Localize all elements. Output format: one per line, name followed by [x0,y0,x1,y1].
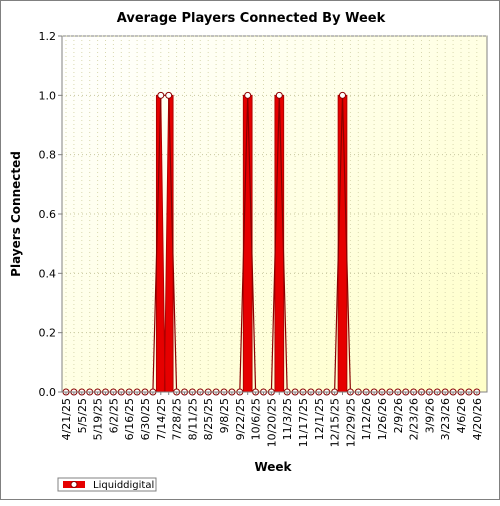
x-tick-label: 1/12/26 [360,398,373,440]
x-tick-label: 6/2/25 [107,398,120,433]
x-tick-label: 4/6/26 [455,398,468,433]
x-tick-label: 4/20/26 [471,398,484,440]
y-tick-label: 1.0 [39,89,57,102]
x-tick-label: 10/20/25 [265,398,278,447]
x-tick-label: 3/23/26 [439,398,452,440]
data-point [339,91,346,99]
x-tick-label: 8/11/25 [186,398,199,440]
x-tick-label: 2/9/26 [392,398,405,433]
y-tick-label: 0.2 [39,327,57,340]
x-tick-label: 5/5/25 [76,398,89,433]
x-tick-label: 8/25/25 [202,398,215,440]
y-axis: 0.0 0.2 0.4 0.6 0.8 1.0 1.2 [39,30,63,399]
x-tick-label: 12/15/25 [329,398,342,447]
data-point [244,91,252,99]
y-tick-label: 0.6 [39,208,57,221]
data-point [165,91,173,99]
y-tick-label: 0.0 [39,386,57,399]
y-tick-label: 0.8 [39,149,57,162]
data-point [157,91,165,99]
x-tick-label: 1/26/26 [376,398,389,440]
x-tick-label: 11/3/25 [281,398,294,440]
legend-marker-icon [70,481,78,488]
x-axis: 4/21/25 5/5/25 5/19/25 6/2/25 6/16/25 6/30/25… [60,391,487,447]
y-tick-label: 1.2 [39,30,57,43]
x-tick-label: 11/17/25 [297,398,310,447]
x-tick-label: 9/8/25 [218,398,231,433]
x-tick-label: 7/28/25 [171,398,184,440]
y-tick-label: 0.4 [39,267,57,280]
y-axis-title: Players Connected [9,151,23,277]
x-tick-label: 9/22/25 [234,398,247,440]
x-tick-label: 12/1/25 [313,398,326,440]
x-tick-label: 2/23/26 [408,398,421,440]
x-tick-label: 5/19/25 [92,398,105,440]
x-tick-label: 6/30/25 [139,398,152,440]
x-tick-label: 7/14/25 [155,398,168,440]
x-tick-label: 6/16/25 [123,398,136,440]
x-axis-title: Week [254,460,292,474]
x-tick-label: 4/21/25 [60,398,73,440]
data-point [275,91,283,99]
legend: Liquiddigital [57,477,157,492]
x-tick-label: 10/6/25 [250,398,263,440]
legend-label: Liquiddigital [93,480,154,491]
x-tick-label: 3/9/26 [423,398,436,433]
x-tick-label: 12/29/25 [344,398,357,447]
chart-title: Average Players Connected By Week [117,11,386,26]
